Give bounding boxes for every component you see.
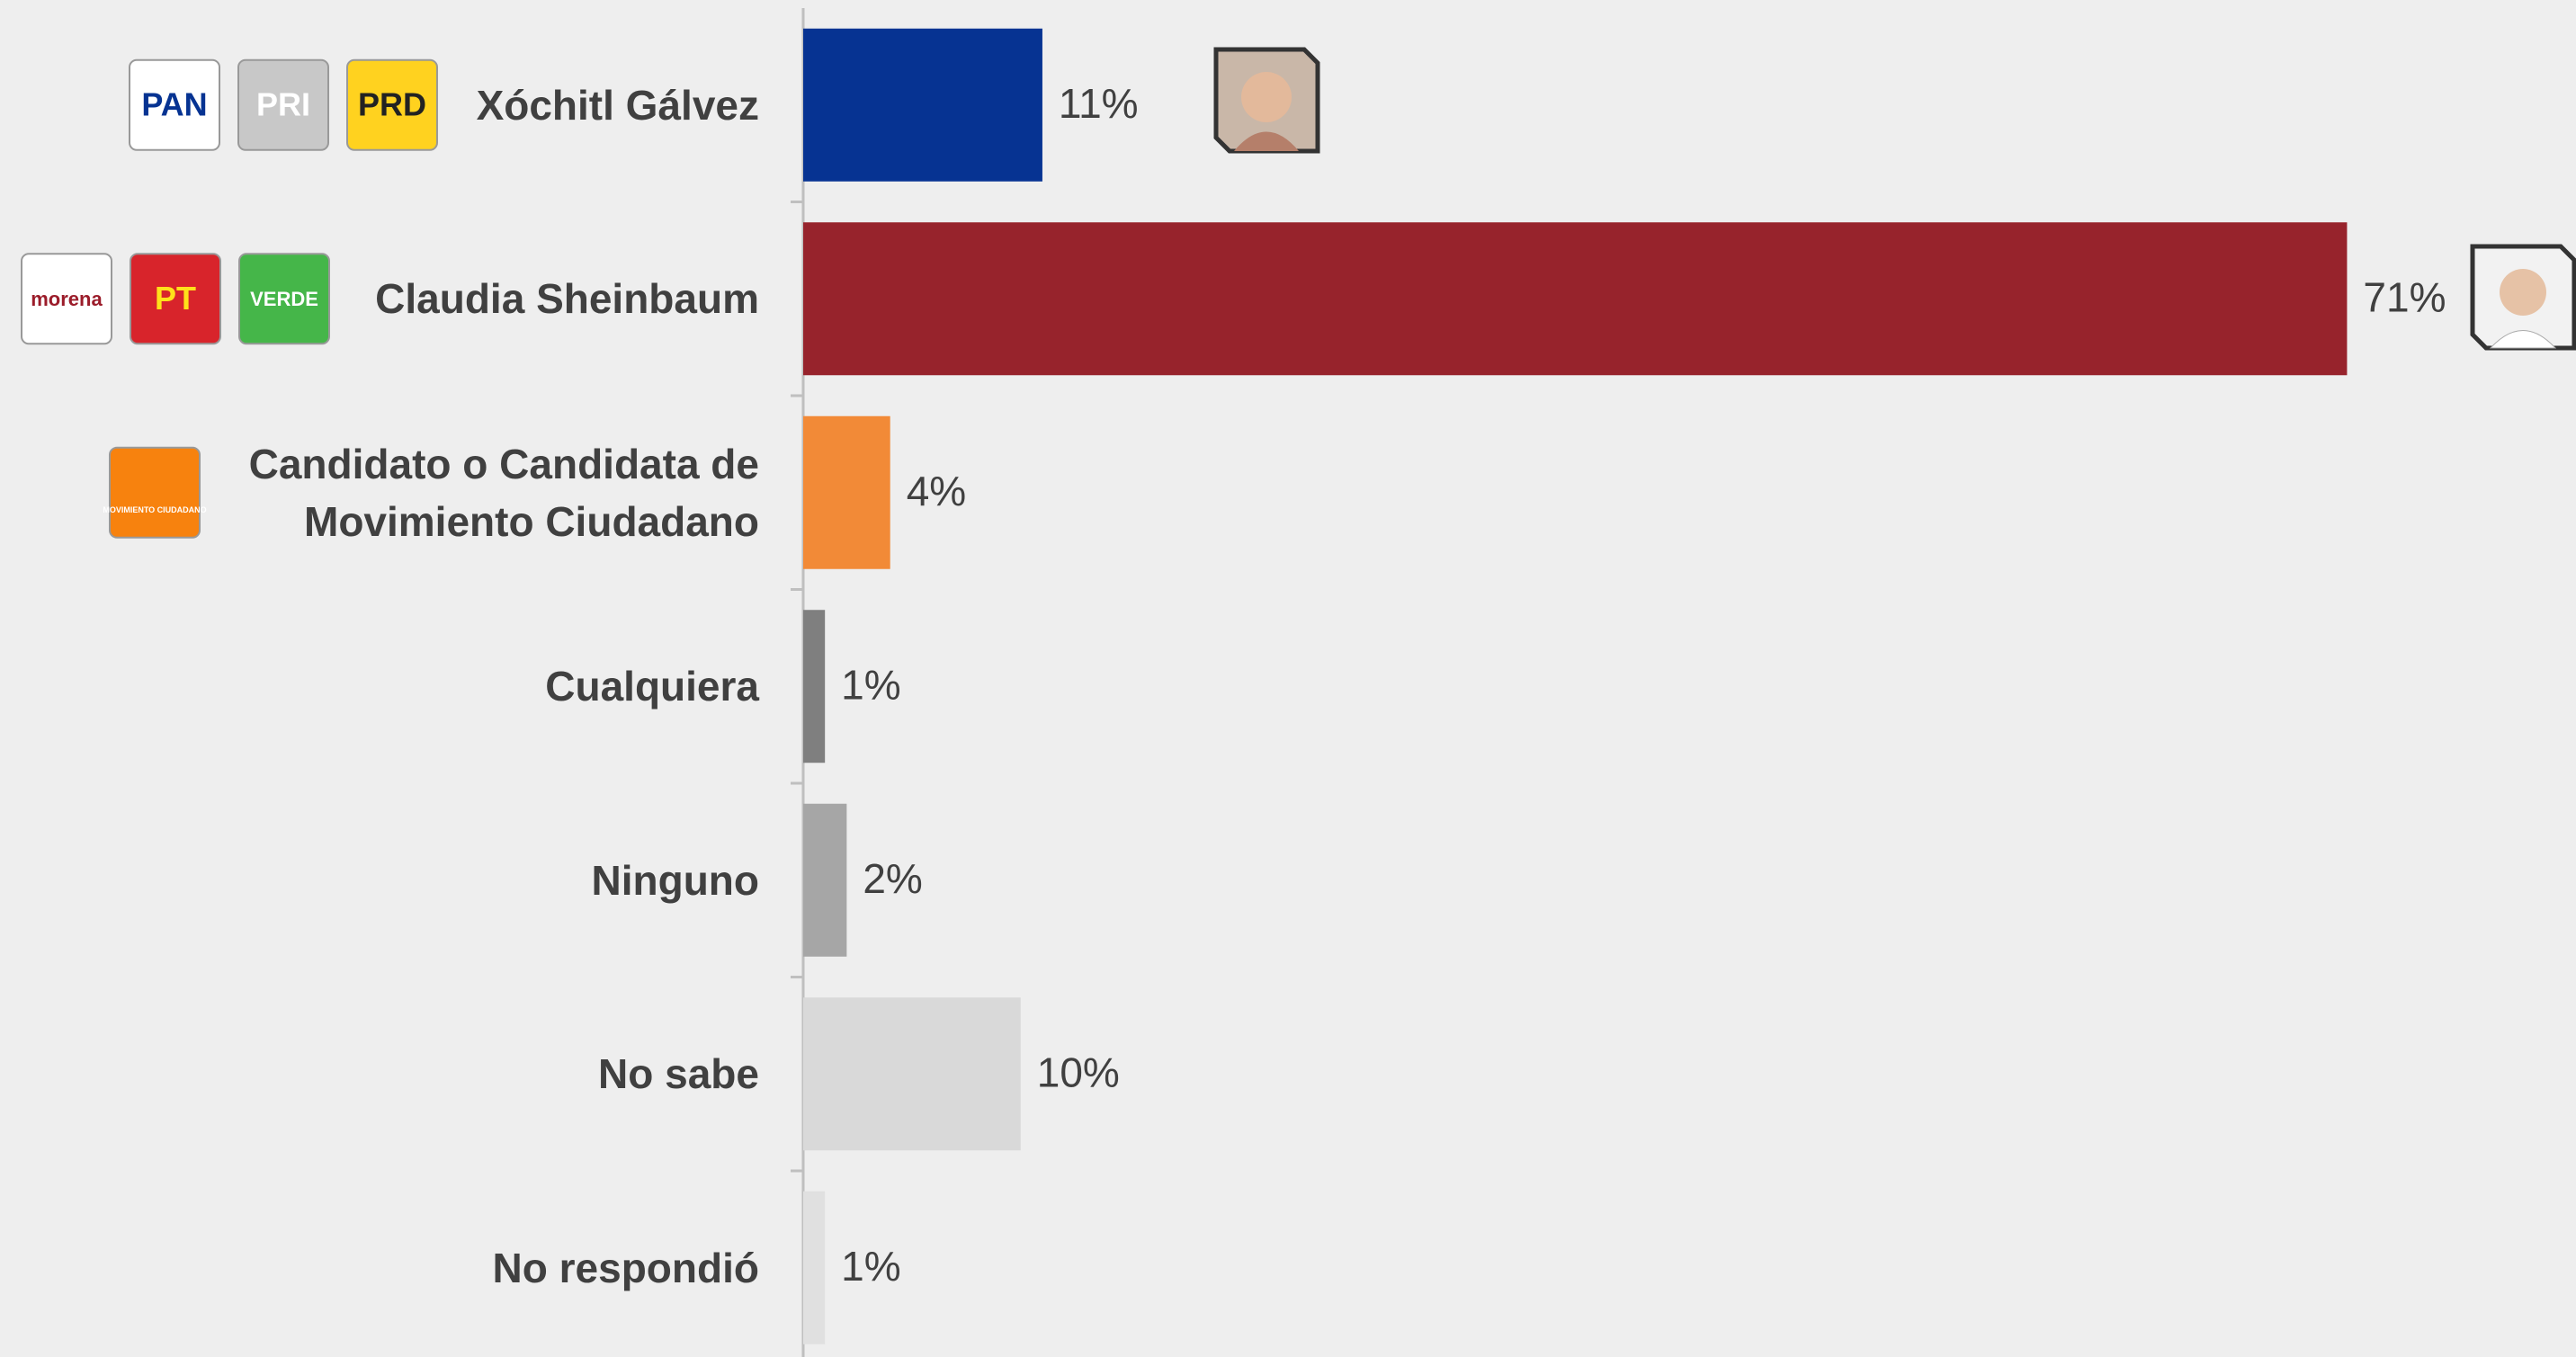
category-label: Claudia Sheinbaum [130, 227, 759, 370]
category-label: No respondió [130, 1196, 759, 1340]
category-label: Candidato o Candidata de Movimiento Ciud… [130, 421, 759, 565]
value-label: 1% [841, 1243, 900, 1290]
bar [803, 416, 890, 569]
value-label: 11% [1059, 80, 1139, 127]
category-label: Xóchitl Gálvez [130, 33, 759, 177]
party-logo: morena [22, 254, 112, 344]
bar [803, 222, 2347, 375]
category-label: No sabe [130, 1002, 759, 1146]
candidate-photo [2473, 246, 2574, 348]
bar [803, 1192, 825, 1344]
value-label: 71% [2363, 273, 2446, 320]
candidate-photo [1216, 49, 1318, 151]
value-label: 4% [907, 468, 966, 514]
bar [803, 804, 846, 957]
category-label: Cualquiera [130, 614, 759, 758]
party-logo-text: morena [31, 288, 103, 310]
page: 11%PANPRIPRD71%morenaPTVERDE4%MOVIMIENTO… [0, 0, 2576, 1357]
value-label: 1% [841, 661, 900, 708]
value-label: 2% [863, 855, 922, 902]
value-label: 10% [1037, 1049, 1120, 1095]
bar [803, 997, 1021, 1150]
bar [803, 610, 825, 763]
category-label: Ninguno [130, 808, 759, 952]
bar [803, 29, 1042, 182]
